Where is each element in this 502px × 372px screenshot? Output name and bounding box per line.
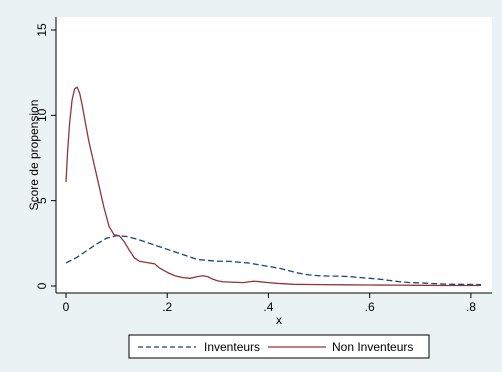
x-tick-label: 0 xyxy=(63,300,70,314)
legend-label-non-inventeurs: Non Inventeurs xyxy=(332,340,413,354)
y-tick-label: 10 xyxy=(35,108,49,122)
legend-label-inventeurs: Inventeurs xyxy=(204,340,260,354)
x-axis-ticks: 0 .2 .4 .6 .8 xyxy=(63,293,476,314)
x-tick-label: .4 xyxy=(263,300,273,314)
y-axis-ticks: 0 5 10 15 xyxy=(35,23,56,289)
x-axis-title: x xyxy=(276,313,282,327)
y-tick-label: 0 xyxy=(35,282,49,289)
legend: Inventeurs Non Inventeurs xyxy=(128,334,430,359)
y-tick-label: 5 xyxy=(35,197,49,204)
x-tick-label: .6 xyxy=(365,300,375,314)
plot-background xyxy=(56,17,492,293)
y-tick-label: 15 xyxy=(35,23,49,37)
series-lines xyxy=(65,86,482,287)
series-line-non-inventeurs xyxy=(65,86,481,287)
x-tick-label: .2 xyxy=(162,300,172,314)
series-line-inventeurs xyxy=(65,235,482,286)
x-tick-label: .8 xyxy=(466,300,476,314)
y-axis-title: Score de propension xyxy=(27,100,41,211)
